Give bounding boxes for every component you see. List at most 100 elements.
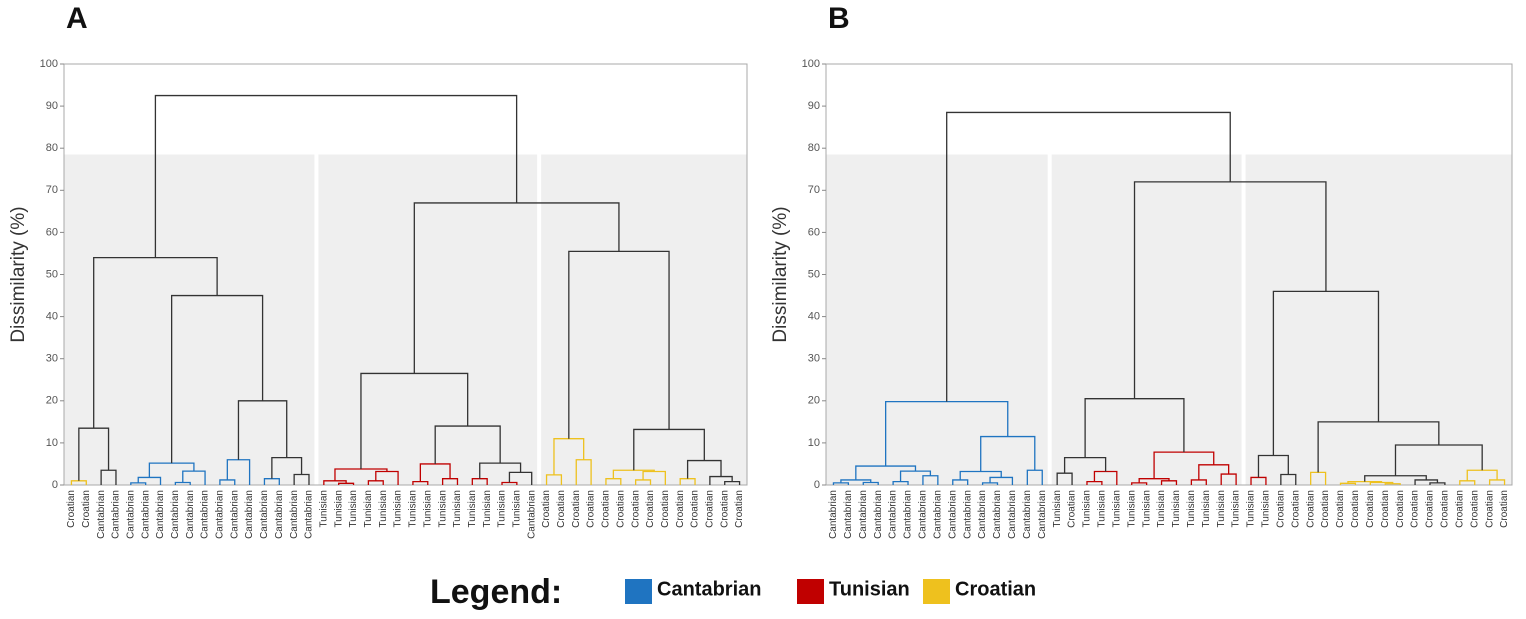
leaf-label: Cantabrian (289, 490, 300, 539)
leaf-label: Tunisian (511, 490, 522, 527)
y-tick-label: 20 (808, 395, 820, 407)
y-tick-label: 80 (808, 142, 820, 154)
leaf-label: Tunisian (318, 490, 329, 527)
y-tick-label: 90 (46, 100, 58, 112)
leaf-label: Cantabrian (200, 490, 211, 539)
leaf-label: Tunisian (497, 490, 508, 527)
leaf-label: Cantabrian (185, 490, 196, 539)
leaf-label: Croatian (556, 490, 567, 528)
y-tick-label: 0 (814, 479, 820, 491)
leaf-label: Croatian (1454, 490, 1465, 528)
leaf-label: Tunisian (1216, 490, 1227, 527)
leaf-label: Croatian (1410, 490, 1421, 528)
leaf-label: Croatian (66, 490, 77, 528)
leaf-label: Cantabrian (1037, 490, 1048, 539)
legend-swatch (797, 579, 824, 604)
leaf-label: Croatian (705, 490, 716, 528)
leaf-label: Croatian (734, 490, 745, 528)
leaf-label: Cantabrian (918, 490, 929, 539)
legend-title: Legend: (430, 573, 562, 611)
y-tick-label: 50 (46, 268, 58, 280)
cut-region (826, 154, 1512, 485)
leaf-label: Croatian (1440, 490, 1451, 528)
leaf-label: Croatian (1290, 490, 1301, 528)
leaf-label: Croatian (1380, 490, 1391, 528)
leaf-label: Croatian (1395, 490, 1406, 528)
leaf-label: Cantabrian (244, 490, 255, 539)
cut-region (64, 154, 747, 485)
leaf-label: Croatian (1484, 490, 1495, 528)
legend-label: Cantabrian (657, 578, 761, 600)
leaf-label: Tunisian (1171, 490, 1182, 527)
leaf-label: Tunisian (1246, 490, 1257, 527)
y-tick-label: 100 (802, 58, 820, 70)
leaf-label: Croatian (601, 490, 612, 528)
leaf-label: Croatian (630, 490, 641, 528)
leaf-label: Croatian (1320, 490, 1331, 528)
y-tick-label: 40 (808, 311, 820, 323)
y-tick-label: 80 (46, 142, 58, 154)
leaf-label: Cantabrian (155, 490, 166, 539)
leaf-label: Cantabrian (215, 490, 226, 539)
leaf-label: Tunisian (378, 490, 389, 527)
leaf-label: Tunisian (482, 490, 493, 527)
leaf-label: Croatian (660, 490, 671, 528)
leaf-label: Croatian (719, 490, 730, 528)
y-tick-label: 70 (46, 184, 58, 196)
leaf-label: Cantabrian (888, 490, 899, 539)
legend-label: Croatian (955, 578, 1036, 600)
legend-label: Tunisian (829, 578, 910, 600)
y-tick-label: 60 (808, 226, 820, 238)
leaf-label: Croatian (1469, 490, 1480, 528)
y-tick-label: 50 (808, 268, 820, 280)
y-tick-label: 100 (40, 58, 58, 70)
leaf-label: Cantabrian (229, 490, 240, 539)
y-tick-label: 90 (808, 100, 820, 112)
leaf-label: Cantabrian (932, 490, 943, 539)
legend-swatch (923, 579, 950, 604)
leaf-label: Tunisian (363, 490, 374, 527)
leaf-label: Tunisian (467, 490, 478, 527)
leaf-label: Croatian (571, 490, 582, 528)
leaf-label: Croatian (541, 490, 552, 528)
leaf-label: Cantabrian (96, 490, 107, 539)
leaf-label: Croatian (675, 490, 686, 528)
leaf-label: Tunisian (422, 490, 433, 527)
leaf-label: Tunisian (1126, 490, 1137, 527)
leaf-label: Tunisian (333, 490, 344, 527)
leaf-label: Croatian (81, 490, 92, 528)
leaf-label: Croatian (1350, 490, 1361, 528)
leaf-label: Cantabrian (1022, 490, 1033, 539)
leaf-label: Tunisian (1052, 490, 1063, 527)
leaf-label: Tunisian (1186, 490, 1197, 527)
leaf-label: Cantabrian (274, 490, 285, 539)
y-tick-label: 30 (46, 353, 58, 365)
panel-label: A (66, 2, 88, 35)
leaf-label: Croatian (1275, 490, 1286, 528)
leaf-label: Cantabrian (843, 490, 854, 539)
leaf-label: Cantabrian (125, 490, 136, 539)
leaf-label: Tunisian (437, 490, 448, 527)
leaf-label: Cantabrian (977, 490, 988, 539)
leaf-label: Cantabrian (526, 490, 537, 539)
panel-label: B (828, 2, 850, 35)
leaf-label: Croatian (1067, 490, 1078, 528)
leaf-label: Cantabrian (873, 490, 884, 539)
leaf-label: Tunisian (1141, 490, 1152, 527)
y-tick-label: 40 (46, 311, 58, 323)
merge-link (154, 94, 518, 258)
y-tick-label: 10 (46, 437, 58, 449)
leaf-label: Croatian (1365, 490, 1376, 528)
leaf-label: Cantabrian (858, 490, 869, 539)
leaf-label: Croatian (1335, 490, 1346, 528)
leaf-label: Cantabrian (259, 490, 270, 539)
leaf-label: Cantabrian (828, 490, 839, 539)
y-tick-label: 10 (808, 437, 820, 449)
leaf-label: Tunisian (1201, 490, 1212, 527)
leaf-label: Croatian (1425, 490, 1436, 528)
leaf-label: Cantabrian (170, 490, 181, 539)
leaf-label: Tunisian (1156, 490, 1167, 527)
leaf-label: Tunisian (452, 490, 463, 527)
leaf-label: Croatian (586, 490, 597, 528)
